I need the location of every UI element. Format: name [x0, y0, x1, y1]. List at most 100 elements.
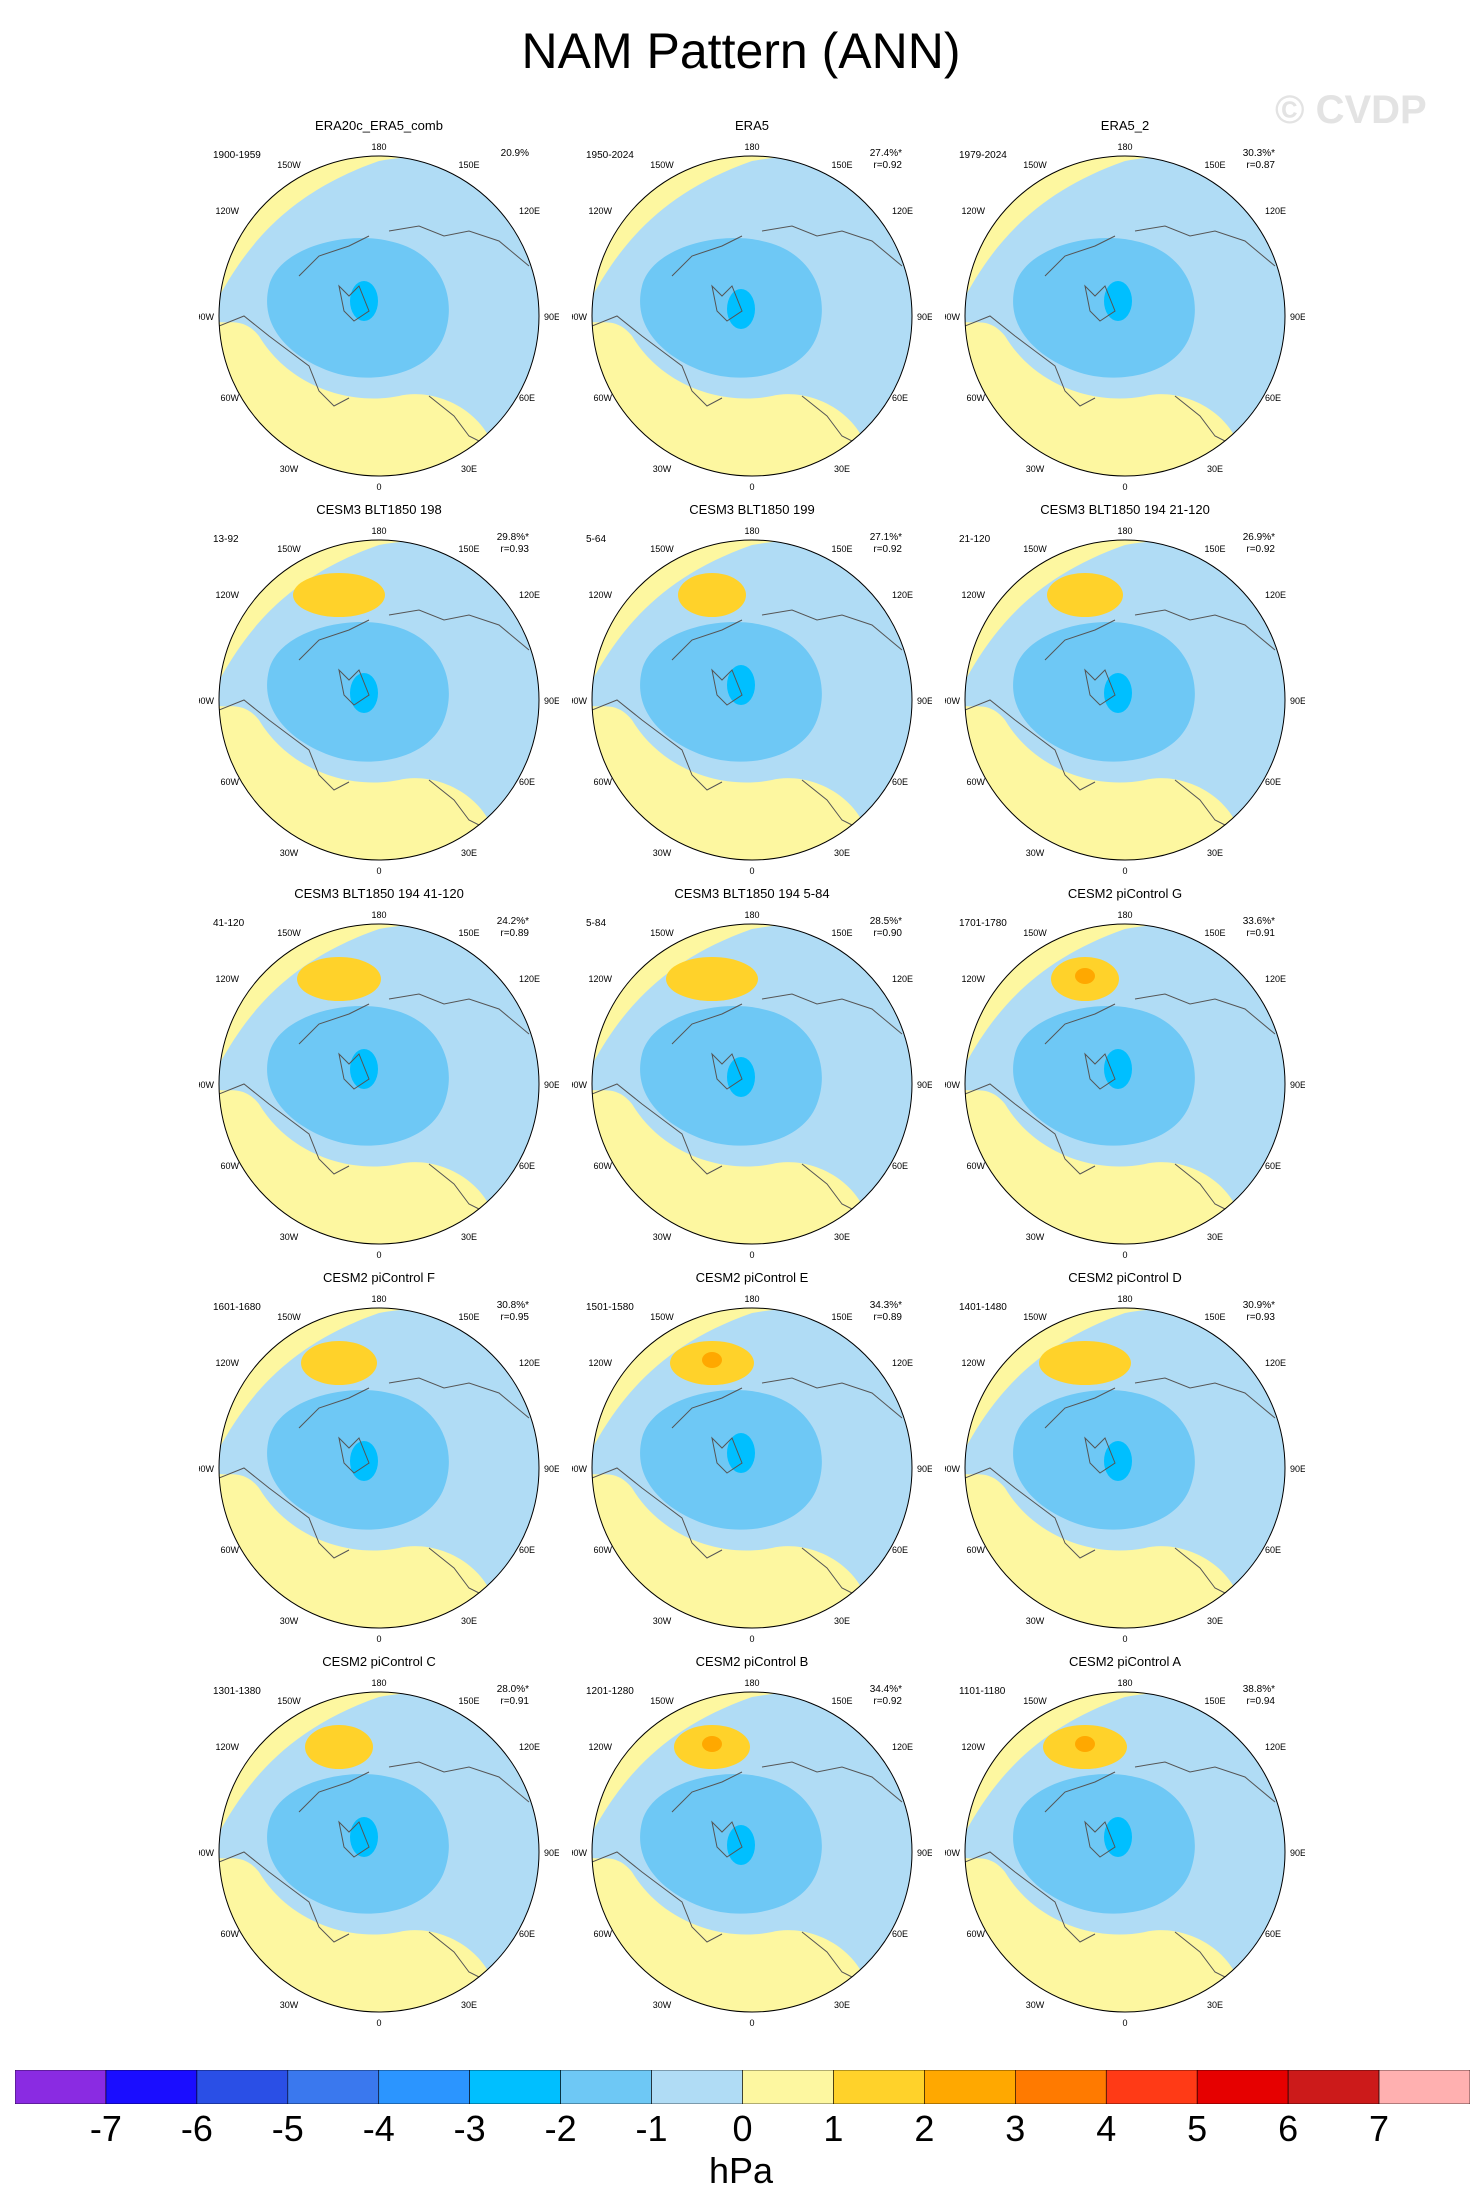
longitude-label: 60W: [593, 393, 612, 403]
panel-period: 1401-1480: [959, 1302, 1007, 1313]
variance-explained: 30.9%*: [1242, 1300, 1275, 1311]
longitude-label: 120E: [892, 590, 913, 600]
panel-period: 1101-1180: [959, 1686, 1006, 1697]
panel-period: 1701-1780: [959, 918, 1007, 929]
longitude-label: 0: [749, 1634, 754, 1644]
polar-map: 180 150W 150E 120W 120E 90W 90E 60W 60E 30W 30E 0: [945, 1294, 1305, 1644]
colorbar-swatch: [469, 2070, 561, 2104]
pattern-correlation: r=0.89: [873, 1312, 902, 1323]
longitude-label: 120W: [215, 1742, 239, 1752]
longitude-label: 30W: [1026, 2000, 1045, 2010]
pattern-correlation: r=0.87: [1246, 160, 1275, 171]
longitude-label: 30E: [461, 1616, 477, 1626]
longitude-label: 60E: [1265, 777, 1281, 787]
pattern-correlation: r=0.92: [873, 544, 902, 555]
longitude-label: 60W: [966, 393, 985, 403]
colorbar-tick-label: 4: [1096, 2108, 1117, 2149]
polar-map: 180 150W 150E 120W 120E 90W 90E 60W 60E 30W 30E 0: [572, 142, 932, 492]
map-panel: CESM2 piControl A 1101-1180 38.8%* r=0.94 18…: [945, 1654, 1305, 2034]
colorbar-swatch: [196, 2070, 289, 2104]
polar-map: 180 150W 150E 120W 120E 90W 90E 60W 60E 30W 30E 0: [945, 1678, 1305, 2028]
longitude-label: 180: [1117, 1678, 1132, 1688]
longitude-label: 30E: [461, 2000, 477, 2010]
variance-explained: 28.0%*: [496, 1684, 529, 1695]
colorbar-tick-label: 7: [1369, 2108, 1390, 2149]
panel-variance: 30.9%* r=0.93: [1243, 1300, 1275, 1324]
longitude-label: 180: [1117, 142, 1132, 152]
longitude-label: 180: [371, 1678, 386, 1688]
longitude-label: 30W: [653, 848, 672, 858]
panel-title: CESM2 piControl F: [323, 1270, 435, 1285]
longitude-label: 150E: [831, 1312, 852, 1322]
panel-period: 5-64: [586, 534, 607, 545]
longitude-label: 120W: [215, 974, 239, 984]
longitude-label: 30W: [1026, 848, 1045, 858]
longitude-label: 150W: [650, 928, 674, 938]
map-panel: CESM2 piControl C 1301-1380 28.0%* r=0.91 18…: [199, 1654, 559, 2034]
longitude-label: 60W: [220, 1929, 239, 1939]
panel-period: 1950-2024: [586, 150, 634, 161]
longitude-label: 60W: [966, 777, 985, 787]
panel-title: CESM3 BLT1850 194 41-120: [294, 886, 464, 901]
longitude-label: 150E: [458, 544, 479, 554]
polar-map: 180 150W 150E 120W 120E 90W 90E 60W 60E 30W 30E 0: [199, 910, 559, 1260]
longitude-label: 90E: [917, 696, 932, 706]
longitude-label: 30E: [834, 464, 850, 474]
longitude-label: 30E: [834, 1232, 850, 1242]
longitude-label: 30W: [1026, 464, 1045, 474]
panel-variance: 30.3%* r=0.87: [1243, 148, 1275, 172]
longitude-label: 90E: [544, 1080, 559, 1090]
longitude-label: 0: [1122, 482, 1127, 492]
longitude-label: 60E: [519, 1929, 535, 1939]
panel-title: CESM2 piControl B: [695, 1654, 809, 1669]
longitude-label: 0: [376, 482, 381, 492]
longitude-label: 90E: [1290, 1464, 1305, 1474]
panel-title: ERA5: [735, 118, 769, 133]
variance-explained: 24.2%*: [496, 916, 529, 927]
longitude-label: 150W: [277, 928, 301, 938]
longitude-label: 180: [744, 142, 759, 152]
longitude-label: 60W: [966, 1929, 985, 1939]
colorbar-swatch: [924, 2070, 1016, 2104]
map-panel: CESM2 piControl G 1701-1780 33.6%* r=0.91 18…: [945, 886, 1305, 1266]
longitude-label: 120E: [519, 1358, 540, 1368]
polar-map: 180 150W 150E 120W 120E 90W 90E 60W 60E 30W 30E 0: [945, 526, 1305, 876]
longitude-label: 120E: [892, 1358, 913, 1368]
colorbar-swatch: [15, 2070, 107, 2104]
polar-map: 180 150W 150E 120W 120E 90W 90E 60W 60E 30W 30E 0: [199, 1294, 559, 1644]
longitude-label: 30E: [834, 2000, 850, 2010]
longitude-label: 0: [1122, 1250, 1127, 1260]
pattern-correlation: r=0.93: [1246, 1312, 1275, 1323]
map-panel: CESM2 piControl B 1201-1280 34.4%* r=0.92 18…: [572, 1654, 932, 2034]
panel-variance: 34.3%* r=0.89: [870, 1300, 902, 1324]
longitude-label: 60E: [1265, 393, 1281, 403]
longitude-label: 120W: [588, 974, 612, 984]
map-panel: CESM2 piControl D 1401-1480 30.9%* r=0.93 18…: [945, 1270, 1305, 1650]
longitude-label: 150W: [1023, 1312, 1047, 1322]
panel-title: CESM3 BLT1850 194 21-120: [1040, 502, 1210, 517]
longitude-label: 90W: [199, 1848, 214, 1858]
pattern-correlation: r=0.91: [500, 1696, 529, 1707]
longitude-label: 30E: [461, 464, 477, 474]
colorbar-swatch: [1015, 2070, 1107, 2104]
longitude-label: 60E: [892, 1929, 908, 1939]
longitude-label: 150W: [650, 1696, 674, 1706]
colorbar-tick-label: -4: [362, 2108, 395, 2149]
panel-title: CESM3 BLT1850 198: [316, 502, 442, 517]
longitude-label: 120E: [1265, 206, 1286, 216]
longitude-label: 150E: [831, 160, 852, 170]
figure-title: NAM Pattern (ANN): [521, 23, 961, 79]
longitude-label: 90W: [572, 696, 587, 706]
longitude-label: 0: [749, 866, 754, 876]
pattern-correlation: r=0.91: [1246, 928, 1275, 939]
variance-explained: 28.5%*: [869, 916, 902, 927]
panel-variance: 26.9%* r=0.92: [1243, 532, 1275, 556]
pattern-correlation: r=0.94: [1246, 1696, 1275, 1707]
longitude-label: 90W: [199, 312, 214, 322]
colorbar-swatch: [105, 2070, 198, 2104]
pattern-correlation: r=0.95: [500, 1312, 529, 1323]
cvdp-watermark: © CVDP: [1275, 88, 1427, 132]
longitude-label: 90W: [199, 1464, 214, 1474]
longitude-label: 30W: [280, 2000, 299, 2010]
